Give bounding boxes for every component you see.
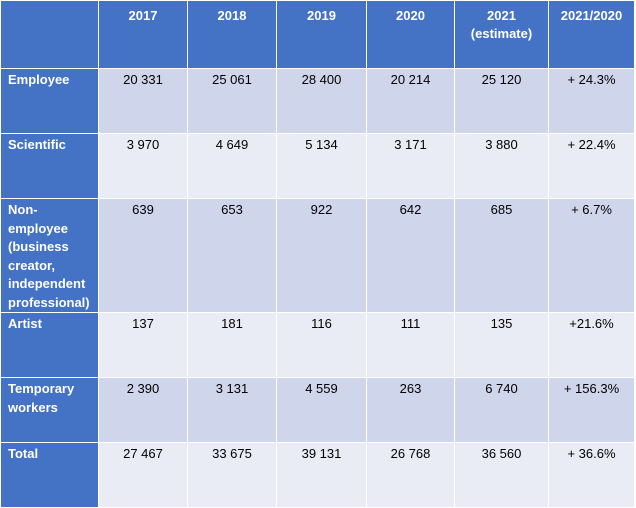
table-cell: 4 649 xyxy=(187,133,277,199)
table-cell: 116 xyxy=(276,312,367,378)
table-cell: +21.6% xyxy=(548,312,635,378)
table-cell: + 36.6% xyxy=(548,442,635,508)
table-cell: 25 120 xyxy=(454,68,549,134)
table-cell: 3 970 xyxy=(98,133,188,199)
table-cell: 642 xyxy=(366,198,455,313)
table-cell: 2 390 xyxy=(98,377,188,443)
row-label: Employee xyxy=(0,68,99,134)
table-cell: 4 559 xyxy=(276,377,367,443)
corner-cell xyxy=(0,0,99,69)
column-header-2018: 2018 xyxy=(187,0,277,69)
table-cell: 653 xyxy=(187,198,277,313)
table-cell: 5 134 xyxy=(276,133,367,199)
table-cell: 20 331 xyxy=(98,68,188,134)
column-header-2020: 2020 xyxy=(366,0,455,69)
column-header-2021-note: (estimate) xyxy=(470,26,533,41)
table-cell: 135 xyxy=(454,312,549,378)
table-cell: 685 xyxy=(454,198,549,313)
table-cell: 33 675 xyxy=(187,442,277,508)
table-cell: 263 xyxy=(366,377,455,443)
table-cell: 25 061 xyxy=(187,68,277,134)
column-header-2017: 2017 xyxy=(98,0,188,69)
table-cell: 26 768 xyxy=(366,442,455,508)
table-row: Total 27 467 33 675 39 131 26 768 36 560… xyxy=(0,442,635,508)
column-header-2021-year: 2021 xyxy=(487,8,516,23)
table-cell: 28 400 xyxy=(276,68,367,134)
table-cell: 6 740 xyxy=(454,377,549,443)
column-header-2021: 2021 (estimate) xyxy=(454,0,549,69)
table-row: Non-employee (business creator, independ… xyxy=(0,198,635,313)
table-row: Artist 137 181 116 111 135 +21.6% xyxy=(0,312,635,378)
column-header-change: 2021/2020 xyxy=(548,0,635,69)
row-label: Total xyxy=(0,442,99,508)
table-cell: + 22.4% xyxy=(548,133,635,199)
table-cell: 639 xyxy=(98,198,188,313)
table-cell: + 6.7% xyxy=(548,198,635,313)
row-label: Scientific xyxy=(0,133,99,199)
row-label: Non-employee (business creator, independ… xyxy=(0,198,99,313)
table-cell: 20 214 xyxy=(366,68,455,134)
row-label: Artist xyxy=(0,312,99,378)
table-cell: 922 xyxy=(276,198,367,313)
table-row: Employee 20 331 25 061 28 400 20 214 25 … xyxy=(0,68,635,134)
table-cell: 3 880 xyxy=(454,133,549,199)
table-row: Temporary workers 2 390 3 131 4 559 263 … xyxy=(0,377,635,443)
table-cell: 111 xyxy=(366,312,455,378)
table-row: Scientific 3 970 4 649 5 134 3 171 3 880… xyxy=(0,133,635,199)
table-cell: 27 467 xyxy=(98,442,188,508)
table-cell: 36 560 xyxy=(454,442,549,508)
table-cell: 39 131 xyxy=(276,442,367,508)
header-row: 2017 2018 2019 2020 2021 (estimate) 2021… xyxy=(0,0,635,69)
table-cell: 181 xyxy=(187,312,277,378)
table-cell: + 24.3% xyxy=(548,68,635,134)
column-header-2019: 2019 xyxy=(276,0,367,69)
table-cell: 3 171 xyxy=(366,133,455,199)
table-cell: + 156.3% xyxy=(548,377,635,443)
table-cell: 3 131 xyxy=(187,377,277,443)
row-label: Temporary workers xyxy=(0,377,99,443)
table-cell: 137 xyxy=(98,312,188,378)
